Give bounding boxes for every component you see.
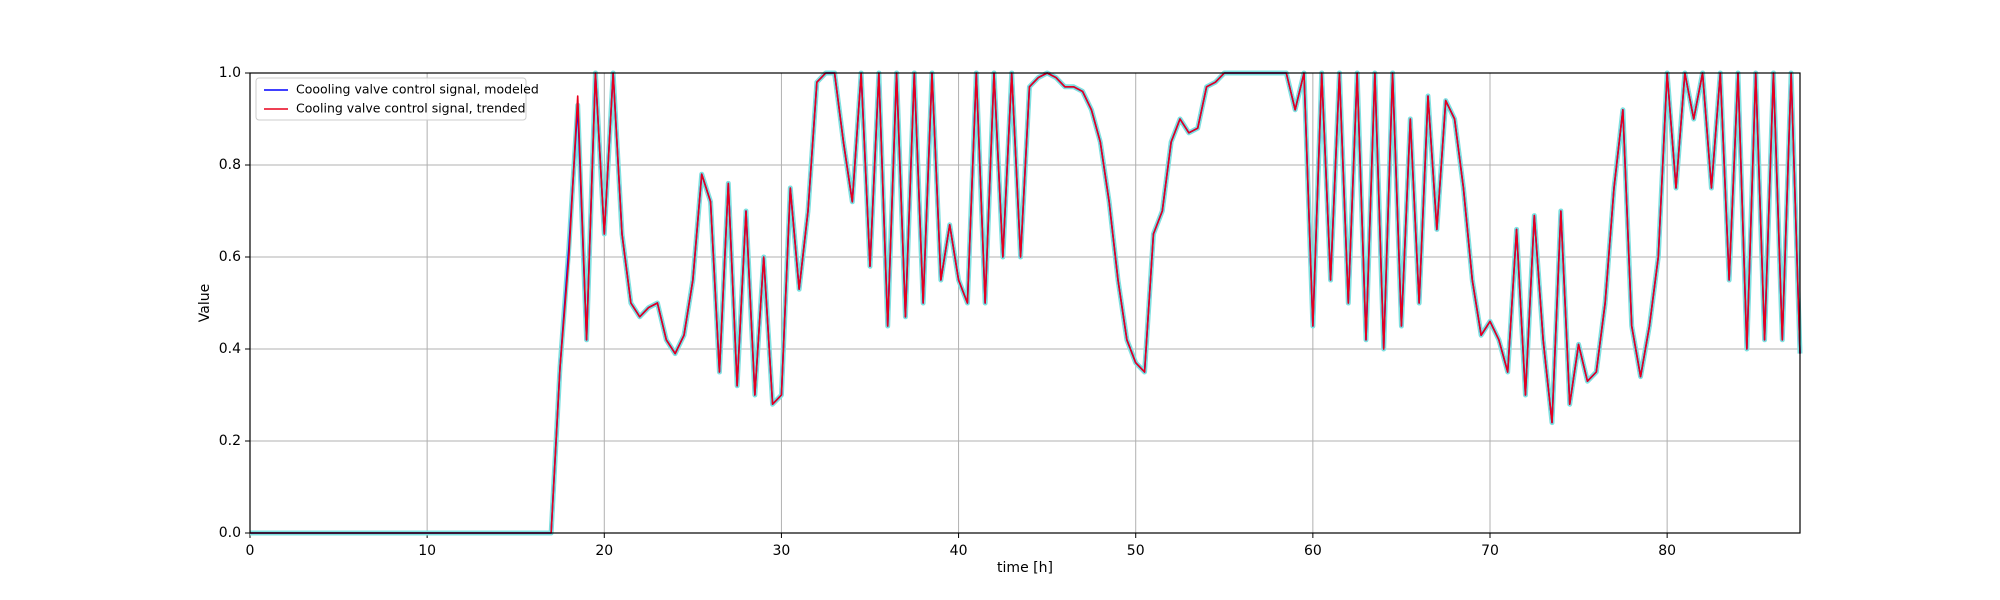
y-tick-label: 0.0 xyxy=(219,525,241,541)
x-axis-label: time [h] xyxy=(997,560,1053,576)
line-halo xyxy=(250,70,1803,536)
x-tick-label: 70 xyxy=(1481,543,1499,559)
x-tick-label: 50 xyxy=(1127,543,1145,559)
x-tick-label: 60 xyxy=(1304,543,1322,559)
x-tick-label: 20 xyxy=(595,543,613,559)
y-tick-label: 0.4 xyxy=(219,341,241,357)
x-tick-label: 80 xyxy=(1658,543,1676,559)
y-tick-label: 0.2 xyxy=(219,433,241,449)
legend-label: Cooling valve control signal, trended xyxy=(296,101,526,116)
plot-frame xyxy=(249,72,1801,534)
legend-box xyxy=(255,77,527,121)
y-tick-label: 1.0 xyxy=(219,65,241,81)
y-tick-label: 0.6 xyxy=(219,249,241,265)
y-axis-label: Value xyxy=(197,284,213,322)
x-tick-label: 40 xyxy=(950,543,968,559)
x-tick-label: 10 xyxy=(418,543,436,559)
x-tick-label: 0 xyxy=(246,543,255,559)
series-line xyxy=(250,72,1801,534)
y-tick-label: 0.8 xyxy=(219,157,241,173)
legend: Coooling valve control signal, modeled Co… xyxy=(255,77,539,121)
x-tick-label: 30 xyxy=(773,543,791,559)
legend-label: Coooling valve control signal, modeled xyxy=(296,82,539,97)
